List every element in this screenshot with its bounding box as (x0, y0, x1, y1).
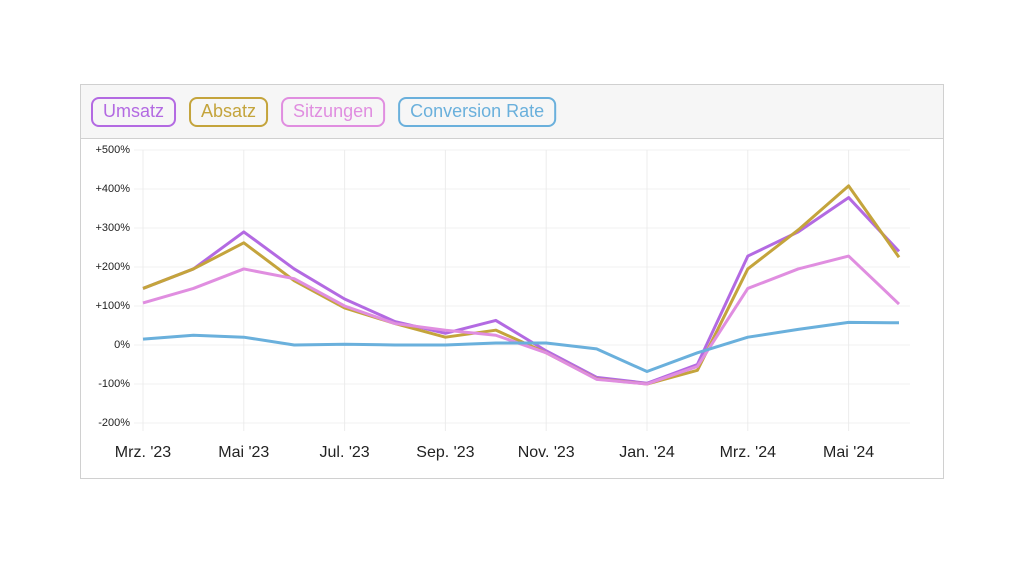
legend-item[interactable]: Absatz (189, 97, 269, 127)
plot-area: -200% -100% 0% +100% +200% +300% +400% +500% Mrz… (95, 144, 910, 461)
y-tick-label: +300% (95, 222, 130, 234)
series-line (142, 184, 901, 386)
legend: Umsatz Absatz Sitzungen Conversion Rate (91, 97, 557, 127)
legend-box (398, 97, 557, 127)
y-tick-label: -200% (98, 417, 130, 429)
series-line (142, 320, 900, 374)
y-tick-label: -100% (98, 378, 130, 390)
y-tick-label: 0% (114, 339, 130, 351)
legend-label: Absatz (201, 101, 256, 121)
legend-box (91, 97, 177, 127)
x-tick-label: Mrz. '23 (115, 444, 172, 461)
x-tick-label: Mai '24 (823, 444, 874, 461)
legend-label: Sitzungen (293, 101, 373, 121)
x-tick-label: Nov. '23 (518, 444, 575, 461)
x-tick-label: Sep. '23 (416, 444, 474, 461)
legend-box (281, 97, 386, 127)
x-tick-label: Mai '23 (218, 444, 269, 461)
y-tick-label: +400% (95, 183, 130, 195)
series-line (142, 196, 901, 385)
y-tick-label: +200% (95, 261, 130, 273)
legend-box (189, 97, 269, 127)
legend-label: Umsatz (103, 101, 164, 121)
legend-item[interactable]: Umsatz (91, 97, 177, 127)
x-tick-label: Mrz. '24 (720, 444, 777, 461)
y-tick-label: +500% (95, 144, 130, 156)
x-tick-label: Jul. '23 (319, 444, 369, 461)
legend-item[interactable]: Sitzungen (281, 97, 386, 127)
legend-item[interactable]: Conversion Rate (398, 97, 557, 127)
legend-bar (81, 85, 943, 138)
x-tick-label: Jan. '24 (619, 444, 675, 461)
legend-label: Conversion Rate (410, 101, 544, 121)
y-tick-label: +100% (95, 300, 130, 312)
